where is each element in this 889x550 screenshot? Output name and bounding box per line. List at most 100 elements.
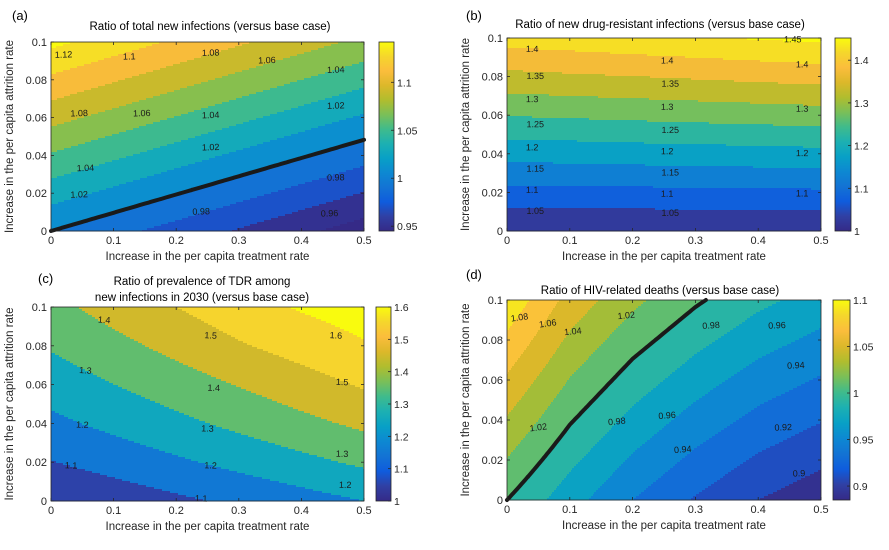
colorbar-segment — [376, 321, 391, 323]
contour-band-cell — [516, 404, 550, 407]
colorbar-segment — [376, 493, 391, 495]
contour-band-cell — [51, 156, 126, 159]
colorbar-segment — [835, 216, 851, 218]
contour-band-cell — [98, 112, 188, 115]
colorbar-segment — [376, 344, 391, 346]
contour-band-cell — [145, 397, 267, 400]
colorbar-segment — [835, 209, 851, 211]
contour-band-cell — [649, 344, 709, 347]
colorbar-segment — [379, 105, 394, 107]
contour-band-cell — [646, 488, 705, 491]
contour-band-cell — [507, 304, 526, 307]
contour-band-cell — [803, 104, 821, 107]
contour-band-cell — [278, 216, 364, 219]
contour-band-cell — [521, 354, 553, 357]
colorbar-segment — [835, 151, 851, 153]
contour-band-cell — [250, 224, 340, 227]
contour-band-cell — [554, 490, 596, 493]
colorbar-segment — [835, 86, 851, 88]
contour-band-cell — [549, 94, 821, 97]
colorbar-segment — [835, 52, 851, 54]
contour-band-cell — [64, 122, 153, 125]
colorbar-segment — [376, 424, 391, 426]
contour-band-cell — [631, 454, 687, 457]
contour-band-cell — [691, 404, 760, 407]
contour-band-cell — [104, 58, 194, 61]
contour-band-cell — [536, 422, 571, 425]
contour-band-cell — [507, 474, 529, 477]
colorbar-segment — [379, 100, 394, 102]
contour-band-cell — [760, 60, 821, 63]
contour-band-cell — [518, 444, 554, 447]
contour-band-cell — [778, 348, 821, 351]
colorbar-segment — [835, 122, 851, 124]
contour-band-cell — [584, 362, 629, 365]
contour-band-cell — [51, 106, 119, 109]
contour-band-cell — [346, 463, 364, 466]
y-tick-label: 0.04 — [482, 149, 503, 161]
y-tick-label: 0.06 — [26, 380, 47, 392]
contour-band-cell — [618, 326, 671, 329]
contour-band-cell — [254, 437, 364, 440]
contour-band-cell — [507, 342, 530, 345]
contour-band-cell — [625, 366, 680, 369]
colorbar-segment — [376, 425, 391, 427]
colorbar-segment — [376, 436, 391, 438]
contour-band-cell — [51, 98, 57, 101]
contour-band-cell — [223, 331, 349, 334]
colorbar-segment — [376, 316, 391, 318]
contour-band-cell — [601, 438, 650, 441]
contour-band-cell — [51, 82, 112, 85]
colorbar-segment — [835, 82, 851, 84]
contour-band-cell — [251, 391, 364, 394]
contour-band-cell — [181, 166, 271, 169]
contour-band-cell — [51, 104, 126, 107]
contour-band-cell — [119, 106, 208, 109]
contour-band-cell — [51, 102, 132, 105]
contour-band-cell — [624, 414, 679, 417]
contour-band-cell — [127, 389, 246, 392]
contour-band-cell — [105, 110, 194, 113]
contour-band-cell — [587, 312, 631, 315]
colorbar-segment — [835, 223, 851, 225]
colorbar-segment — [833, 426, 850, 428]
colorbar-segment — [376, 371, 391, 373]
colorbar-segment — [376, 406, 391, 408]
contour-band-cell — [51, 212, 113, 215]
contour-band-cell — [507, 84, 821, 87]
contour-band-cell — [534, 424, 570, 427]
contour-band-cell — [515, 362, 548, 365]
contour-band-cell — [507, 312, 520, 315]
contour-band-cell — [507, 446, 516, 449]
colorbar-segment — [835, 229, 851, 231]
y-tick-label: 0.08 — [26, 341, 47, 353]
contour-label: 1.2 — [339, 480, 352, 490]
contour-band-cell — [185, 457, 324, 460]
contour-band-cell — [601, 344, 649, 347]
contour-band-cell — [250, 172, 339, 175]
contour-label: 1.02 — [70, 189, 88, 200]
contour-band-cell — [507, 134, 821, 137]
contour-band-cell — [687, 360, 755, 363]
contour-band-cell — [111, 56, 201, 59]
colorbar-segment — [835, 128, 851, 130]
contour-band-cell — [338, 68, 364, 71]
contour-band-cell — [768, 306, 821, 309]
colorbar-segment — [379, 62, 394, 64]
colorbar-segment — [833, 432, 850, 434]
contour-band-cell — [734, 468, 821, 471]
colorbar-segment — [833, 332, 850, 334]
contour-band-cell — [628, 410, 683, 413]
colorbar-segment — [376, 439, 391, 441]
contour-band-cell — [134, 339, 238, 342]
contour-band-cell — [571, 470, 615, 473]
contour-band-cell — [687, 454, 755, 457]
contour-band-cell — [51, 42, 70, 45]
colorbar-segment — [835, 167, 851, 169]
contour-band-cell — [589, 118, 821, 121]
x-tick-label: 0.5 — [813, 235, 828, 247]
contour-band-cell — [526, 434, 562, 437]
contour-band-cell — [632, 406, 688, 409]
colorbar-segment — [376, 379, 391, 381]
colorbar-segment — [835, 83, 851, 85]
